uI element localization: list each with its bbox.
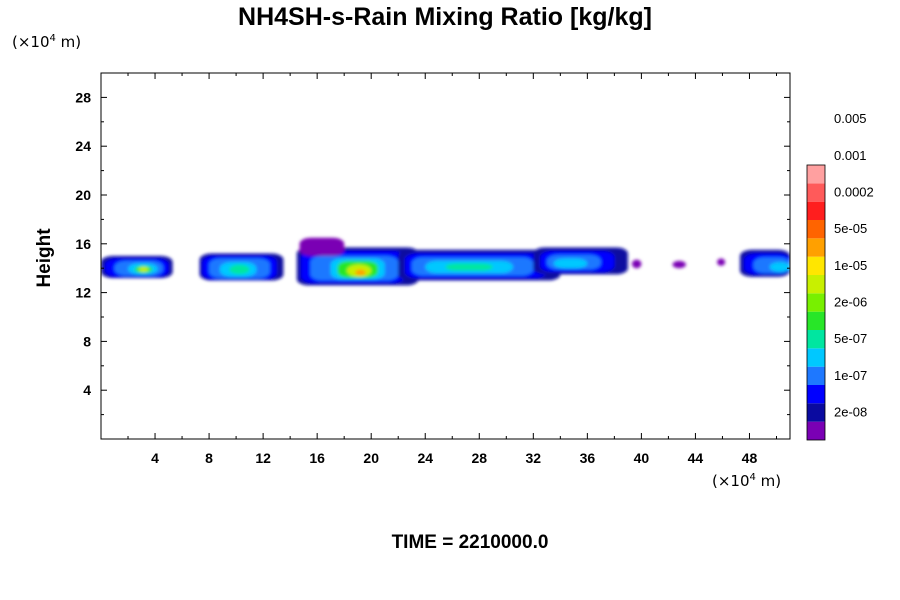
- heatmap-cell: [445, 263, 493, 271]
- x-tick-label: 48: [742, 450, 758, 466]
- colorbar-label: 2e-08: [834, 405, 867, 420]
- heatmap-cell: [299, 237, 345, 256]
- heatmap-cell: [769, 262, 790, 272]
- heatmap-cell: [717, 258, 726, 266]
- colorbar-label: 0.005: [834, 111, 867, 126]
- y-tick-label: 8: [83, 333, 91, 349]
- x-tick-label: 36: [580, 450, 596, 466]
- heatmap-cell: [631, 259, 642, 269]
- heatmap-cell: [553, 258, 588, 269]
- colorbar-label: 1e-07: [834, 368, 867, 383]
- y-unit-exponent: 4: [49, 33, 56, 44]
- y-tick-label: 12: [75, 285, 91, 301]
- heatmap-cell: [354, 269, 366, 276]
- colorbar-swatch: [807, 311, 825, 330]
- colorbar-label: 0.0002: [834, 185, 874, 200]
- x-axis-unit: (×104 m): [712, 472, 781, 490]
- y-unit-suffix: m): [55, 33, 82, 51]
- y-tick-label: 16: [75, 236, 91, 252]
- x-tick-label: 4: [151, 450, 159, 466]
- y-axis-unit: (×104 m): [12, 33, 81, 51]
- colorbar-swatch: [807, 385, 825, 404]
- colorbar-swatch: [807, 348, 825, 367]
- x-tick-label: 24: [417, 450, 433, 466]
- colorbar-swatch: [807, 421, 825, 440]
- colorbar-label: 5e-07: [834, 331, 867, 346]
- colorbar-swatch: [807, 275, 825, 294]
- colorbar: 2e-08 1e-07 5e-07 2e-06 1e-05 5e-05 0.0002 0.00…: [806, 111, 874, 441]
- colorbar-label: 0.001: [834, 148, 867, 163]
- x-tick-label: 8: [205, 450, 213, 466]
- x-unit-exponent: 4: [749, 472, 756, 483]
- colorbar-swatch: [807, 238, 825, 257]
- colorbar-swatch: [807, 201, 825, 220]
- plot-frame: [100, 72, 791, 440]
- y-tick-label: 4: [83, 382, 91, 398]
- colorbar-swatch: [807, 256, 825, 275]
- y-tick-label: 20: [75, 187, 91, 203]
- x-tick-label: 12: [255, 450, 271, 466]
- heatmap-cell: [138, 266, 149, 272]
- colorbar-swatch: [807, 165, 825, 184]
- x-tick-label: 16: [309, 450, 325, 466]
- colorbar-label: 1e-05: [834, 258, 867, 273]
- colorbar-swatch: [807, 183, 825, 202]
- time-label: TIME = 2210000.0: [391, 532, 549, 553]
- x-tick-label: 44: [688, 450, 704, 466]
- colorbar-swatch: [807, 366, 825, 385]
- y-unit-prefix: (×10: [12, 33, 50, 51]
- heatmap-cell: [672, 260, 686, 269]
- chart-title: NH4SH-s-Rain Mixing Ratio [kg/kg]: [238, 3, 652, 31]
- x-tick-label: 32: [526, 450, 542, 466]
- y-axis-label: Height: [34, 228, 55, 288]
- colorbar-swatch: [807, 220, 825, 239]
- x-tick-label: 28: [471, 450, 487, 466]
- colorbar-swatch: [807, 293, 825, 312]
- colorbar-frame: [806, 164, 826, 441]
- colorbar-label: 5e-05: [834, 221, 867, 236]
- colorbar-swatch: [807, 330, 825, 349]
- x-unit-suffix: m): [755, 472, 782, 490]
- x-tick-label: 40: [634, 450, 650, 466]
- heatmap-field: [101, 237, 790, 286]
- colorbar-swatch: [807, 403, 825, 422]
- y-tick-label: 28: [75, 89, 91, 105]
- colorbar-label: 2e-06: [834, 295, 867, 310]
- x-tick-label: 20: [363, 450, 379, 466]
- x-unit-prefix: (×10: [712, 472, 750, 490]
- y-tick-label: 24: [75, 138, 91, 154]
- heatmap-cell: [229, 264, 250, 275]
